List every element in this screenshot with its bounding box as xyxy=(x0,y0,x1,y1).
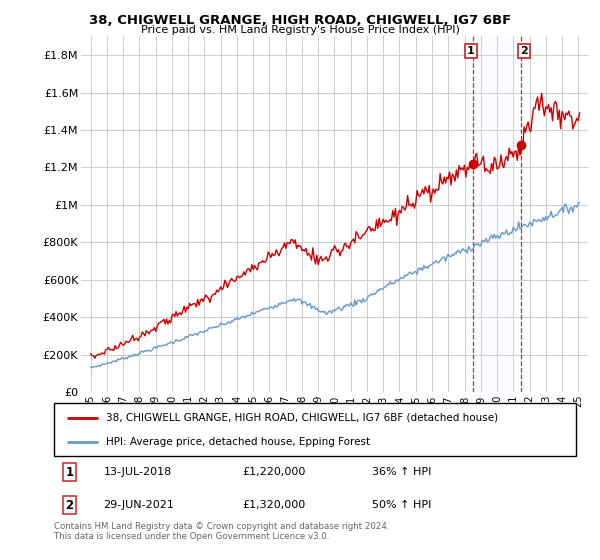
Text: 2: 2 xyxy=(520,46,527,57)
Text: Price paid vs. HM Land Registry's House Price Index (HPI): Price paid vs. HM Land Registry's House … xyxy=(140,25,460,35)
Text: 1: 1 xyxy=(467,46,475,57)
Text: £1,320,000: £1,320,000 xyxy=(242,500,305,510)
Text: 38, CHIGWELL GRANGE, HIGH ROAD, CHIGWELL, IG7 6BF (detached house): 38, CHIGWELL GRANGE, HIGH ROAD, CHIGWELL… xyxy=(106,413,499,423)
Text: 36% ↑ HPI: 36% ↑ HPI xyxy=(373,467,432,477)
Text: 1: 1 xyxy=(65,465,74,479)
Text: 50% ↑ HPI: 50% ↑ HPI xyxy=(373,500,432,510)
Text: 29-JUN-2021: 29-JUN-2021 xyxy=(104,500,175,510)
FancyBboxPatch shape xyxy=(54,403,576,456)
Bar xyxy=(473,36,521,392)
Text: 38, CHIGWELL GRANGE, HIGH ROAD, CHIGWELL, IG7 6BF: 38, CHIGWELL GRANGE, HIGH ROAD, CHIGWELL… xyxy=(89,14,511,27)
Text: HPI: Average price, detached house, Epping Forest: HPI: Average price, detached house, Eppi… xyxy=(106,437,370,447)
Text: Contains HM Land Registry data © Crown copyright and database right 2024.
This d: Contains HM Land Registry data © Crown c… xyxy=(54,522,389,542)
Text: £1,220,000: £1,220,000 xyxy=(242,467,305,477)
Text: 13-JUL-2018: 13-JUL-2018 xyxy=(104,467,172,477)
Text: 2: 2 xyxy=(65,498,74,512)
